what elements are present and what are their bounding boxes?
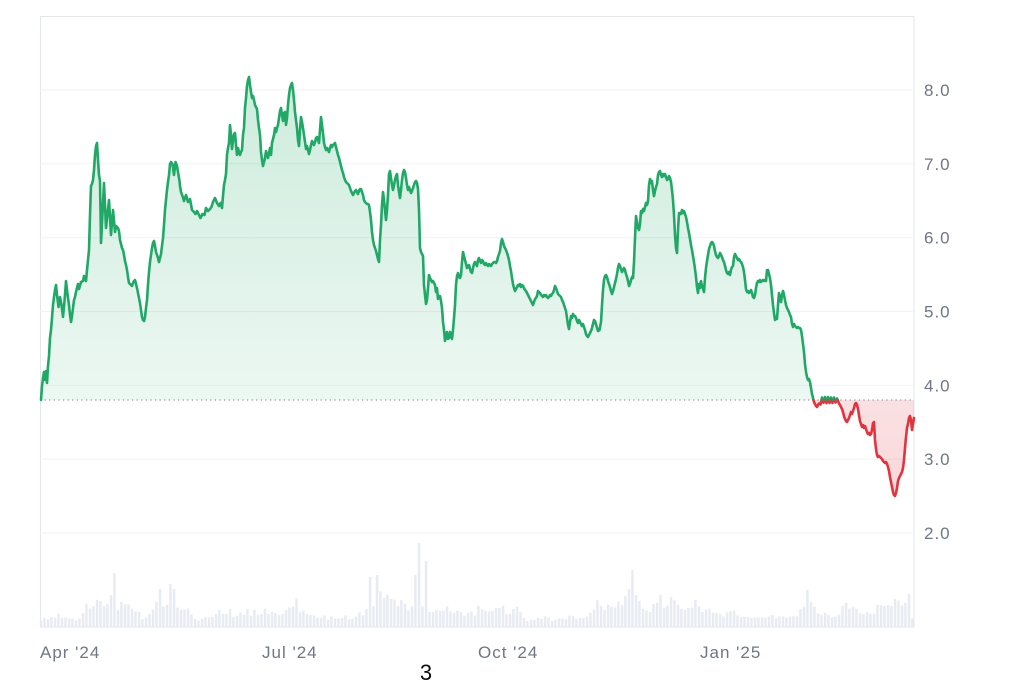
svg-text:4.0: 4.0 (924, 376, 951, 395)
svg-text:5.0: 5.0 (924, 303, 951, 322)
svg-text:3.0: 3.0 (924, 450, 951, 469)
svg-text:Apr '24: Apr '24 (40, 643, 100, 662)
svg-text:8.0: 8.0 (924, 81, 951, 100)
svg-text:6.0: 6.0 (924, 229, 951, 248)
svg-text:Jan '25: Jan '25 (700, 643, 761, 662)
svg-text:3: 3 (420, 660, 432, 683)
svg-text:Jul '24: Jul '24 (262, 643, 318, 662)
svg-text:2.0: 2.0 (924, 524, 951, 543)
svg-text:7.0: 7.0 (924, 155, 951, 174)
svg-text:Oct '24: Oct '24 (478, 643, 538, 662)
